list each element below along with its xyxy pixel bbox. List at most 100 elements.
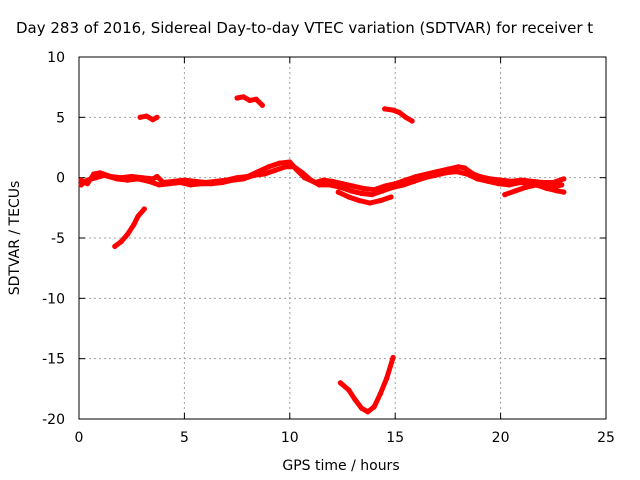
data-point (253, 96, 259, 102)
data-point (114, 176, 120, 182)
data-point (390, 107, 396, 113)
data-point (358, 190, 365, 196)
data-point (396, 109, 402, 116)
data-point (346, 194, 352, 200)
data-point (559, 182, 565, 188)
x-tick-label: 25 (597, 430, 615, 446)
data-point (550, 179, 556, 186)
data-point (84, 177, 90, 183)
data-point (365, 409, 371, 415)
data-point (154, 173, 160, 180)
data-point (474, 176, 480, 182)
data-point (299, 170, 305, 176)
x-tick-label: 0 (75, 430, 84, 446)
data-point (506, 182, 512, 188)
data-point (230, 177, 236, 183)
data-point (327, 182, 333, 188)
data-point (495, 181, 502, 187)
data-point (234, 95, 240, 101)
data-point (78, 182, 84, 188)
x-tick-label: 5 (180, 430, 189, 446)
data-point (247, 97, 253, 103)
data-point (259, 102, 265, 108)
data-point (101, 172, 107, 178)
data-point (335, 189, 341, 195)
chart-title: Day 283 of 2016, Sidereal Day-to-day VTE… (16, 19, 593, 37)
data-point (188, 182, 194, 188)
y-tick-label: -10 (42, 291, 65, 307)
data-point (411, 178, 417, 184)
data-point (377, 198, 383, 204)
data-point (131, 222, 137, 228)
data-point (455, 164, 461, 170)
plot-frame (78, 56, 607, 420)
y-tick-label: 0 (56, 171, 65, 187)
data-point (371, 404, 377, 410)
series-trace (337, 355, 396, 415)
data-point (554, 188, 561, 194)
data-point (561, 176, 567, 182)
data-point (316, 182, 322, 188)
data-point (135, 213, 141, 219)
data-point (561, 189, 567, 195)
data-point (401, 182, 407, 188)
data-point (146, 178, 152, 184)
data-point (432, 172, 438, 178)
data-point (112, 243, 118, 249)
data-point (422, 175, 428, 181)
data-point (388, 194, 394, 200)
data-point (272, 167, 278, 173)
grid (79, 57, 606, 419)
data-point (544, 185, 550, 192)
data-point (93, 175, 99, 181)
data-point (377, 391, 383, 397)
data-point (137, 114, 143, 120)
data-point (266, 164, 272, 170)
data-point (141, 206, 147, 212)
data-point (464, 171, 470, 177)
data-point (337, 184, 343, 190)
data-point (403, 114, 409, 120)
data-point (369, 192, 375, 198)
data-point (156, 182, 162, 188)
data-point (346, 387, 352, 393)
data-point (367, 200, 373, 206)
data-point (462, 165, 468, 171)
data-point (308, 177, 314, 183)
data-point (143, 113, 150, 119)
data-point (287, 159, 293, 165)
y-tick-label: 5 (56, 110, 65, 126)
data-layer (78, 94, 567, 415)
y-axis-label: SDTVAR / TECUs (7, 181, 23, 296)
data-point (219, 179, 225, 186)
data-point (453, 169, 459, 175)
x-axis-label: GPS time / hours (282, 458, 399, 474)
data-point (523, 184, 529, 190)
x-tick-label: 10 (281, 430, 299, 446)
data-point (240, 176, 246, 182)
data-point (502, 192, 508, 198)
data-point (358, 405, 365, 411)
data-point (167, 181, 173, 187)
data-point (177, 179, 183, 186)
y-tick-label: -5 (51, 231, 65, 247)
data-point (124, 177, 131, 183)
data-point (382, 106, 388, 112)
data-point (390, 184, 396, 190)
data-point (209, 181, 215, 187)
data-point (291, 164, 297, 170)
data-point (361, 185, 367, 192)
data-point (443, 170, 449, 176)
data-point (118, 239, 124, 245)
data-point (384, 375, 390, 381)
data-point (356, 198, 362, 204)
data-point (283, 164, 289, 170)
data-point (337, 380, 343, 386)
data-point (517, 179, 523, 186)
data-point (380, 188, 386, 194)
data-point (352, 397, 358, 403)
data-point (533, 182, 540, 188)
data-point (320, 177, 327, 183)
data-point (350, 183, 356, 189)
